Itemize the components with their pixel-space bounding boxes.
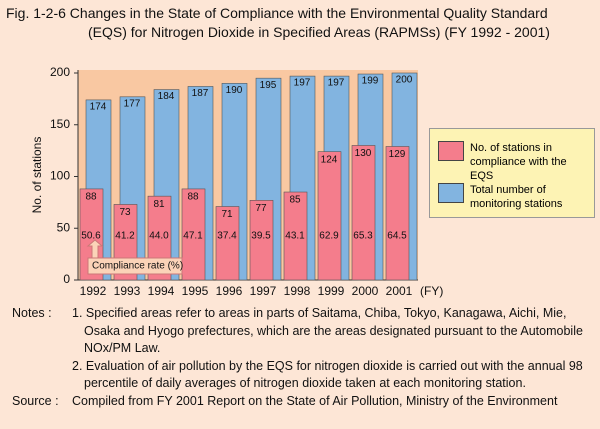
legend-label: Total number of monitoring stations: [470, 184, 563, 210]
value-label: 124: [321, 154, 338, 165]
notes: Notes : 1. Specified areas refer to area…: [12, 305, 596, 410]
value-label: 197: [294, 78, 311, 89]
source: Compiled from FY 2001 Report on the Stat…: [72, 393, 558, 408]
x-tick-label: 2000: [352, 284, 379, 298]
callout-arrow: [86, 239, 104, 259]
value-label: 190: [226, 85, 243, 96]
value-label: 81: [153, 199, 165, 210]
bar: [351, 145, 376, 281]
value-label: 187: [192, 88, 209, 99]
x-tick-label: 1996: [216, 284, 243, 298]
note: 1. Specified areas refer to areas in par…: [72, 306, 583, 355]
x-unit: (FY): [420, 284, 443, 298]
callout-box: [87, 257, 183, 275]
rate-label: 64.5: [387, 231, 407, 242]
y-tick-label: 50: [57, 220, 71, 234]
value-label: 177: [124, 98, 141, 109]
value-label: 88: [85, 192, 97, 203]
x-tick-label: 1998: [284, 284, 311, 298]
rate-label: 50.6: [81, 231, 101, 242]
value-label: 197: [328, 78, 345, 89]
bar: [385, 146, 410, 281]
y-tick-label: 150: [50, 117, 70, 131]
y-tick-label: 100: [50, 169, 70, 183]
y-tick-label: 200: [50, 65, 70, 79]
value-label: 77: [255, 203, 267, 214]
title-line: Fig. 1-2-6 Changes in the State of Compl…: [6, 5, 548, 21]
value-label: 174: [90, 102, 107, 113]
value-label: 88: [187, 192, 199, 203]
value-label: 129: [389, 149, 406, 160]
value-label: 184: [158, 91, 175, 102]
value-label: 71: [221, 209, 233, 220]
source-label: Source :: [12, 393, 59, 408]
rate-label: 39.5: [251, 231, 271, 242]
bar: [249, 200, 274, 281]
legend-entry: Total number of monitoring stations: [438, 183, 588, 211]
note: 2. Evaluation of air pollution by the EQ…: [72, 358, 583, 391]
legend-swatch: [438, 183, 464, 203]
value-label: 85: [289, 195, 301, 206]
rate-label: 62.9: [319, 231, 339, 242]
value-label: 130: [355, 148, 372, 159]
x-tick-label: 1999: [318, 284, 345, 298]
rate-label: 43.1: [285, 231, 305, 242]
value-label: 73: [119, 207, 131, 218]
bar: [317, 151, 342, 281]
y-axis-label: No. of stations: [30, 137, 44, 214]
bar: [283, 191, 308, 281]
title: Fig. 1-2-6 Changes in the State of Compl…: [6, 4, 550, 42]
rate-label: 44.0: [149, 231, 169, 242]
value-label: 200: [396, 75, 413, 86]
legend-entry: No. of stations in compliance with the E…: [438, 141, 588, 183]
x-tick-label: 1994: [148, 284, 175, 298]
x-tick-label: 1993: [114, 284, 141, 298]
x-tick-label: 1992: [80, 284, 107, 298]
rate-label: 65.3: [353, 231, 373, 242]
value-label: 199: [362, 76, 379, 87]
bar: [215, 206, 240, 281]
callout-label: Compliance rate (%): [92, 261, 183, 272]
legend-label: No. of stations in compliance with the E…: [470, 142, 567, 182]
title-line: (EQS) for Nitrogen Dioxide in Specified …: [88, 24, 550, 40]
y-tick-label: 0: [63, 272, 70, 286]
bar: [181, 188, 206, 281]
x-tick-label: 2001: [386, 284, 413, 298]
legend: No. of stations in compliance with the E…: [429, 128, 595, 218]
notes-label: Notes :: [12, 306, 52, 320]
rate-label: 47.1: [183, 231, 203, 242]
value-label: 195: [260, 80, 277, 91]
rate-label: 41.2: [115, 231, 135, 242]
rate-label: 37.4: [217, 231, 237, 242]
x-tick-label: 1995: [182, 284, 209, 298]
x-tick-label: 1997: [250, 284, 277, 298]
legend-swatch: [438, 141, 464, 161]
